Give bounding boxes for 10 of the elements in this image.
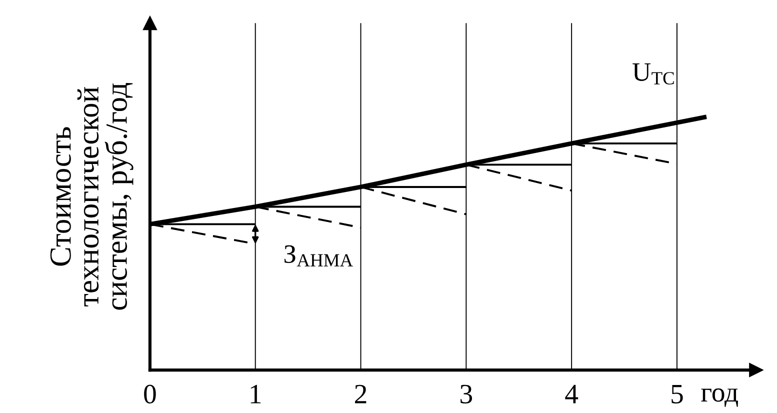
x-tick-label: 4 — [565, 384, 578, 404]
series-label: U$_{TC}$ — [632, 63, 674, 84]
annotation: З$_{АНМА}$ — [284, 245, 353, 266]
y-axis-title: Стоимость технологической системы, руб./год — [50, 82, 134, 310]
x-tick-label: 2 — [355, 384, 366, 404]
x-tick-label: 0 — [144, 384, 156, 404]
x-tick-label: 5 — [672, 385, 683, 404]
x-axis-title: год — [701, 388, 738, 407]
x-tick-label: 3 — [460, 384, 472, 404]
x-tick-label: 1 — [250, 384, 261, 404]
